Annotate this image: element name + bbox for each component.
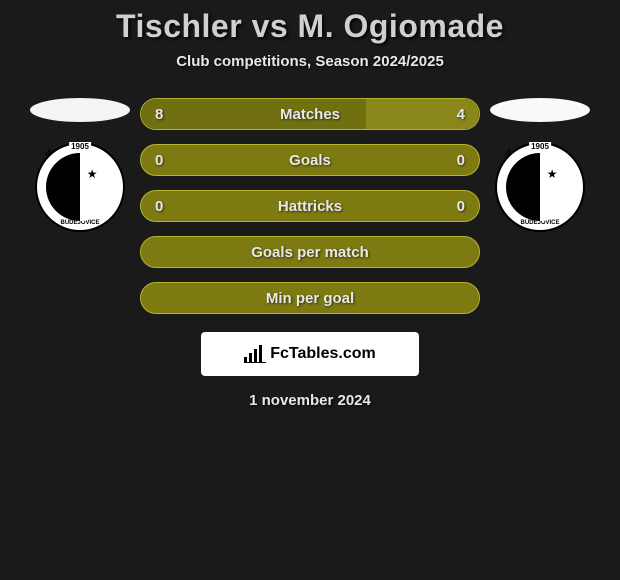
- left-player-col: 1905 SK BUDĚJOVICE ★: [20, 98, 140, 232]
- subtitle: Club competitions, Season 2024/2025: [0, 53, 620, 70]
- stat-row: 0 0 Hattricks: [140, 190, 480, 222]
- stat-row: 8 4 Matches: [140, 98, 480, 130]
- stat-value-right: 0: [457, 152, 465, 169]
- crest-year: 1905: [69, 142, 91, 151]
- crest-year: 1905: [529, 142, 551, 151]
- comparison-card: Tischler vs M. Ogiomade Club competition…: [0, 0, 620, 409]
- stat-value-right: 0: [457, 198, 465, 215]
- stat-value-right: 4: [457, 106, 465, 123]
- stat-row: Min per goal: [140, 282, 480, 314]
- crest-inner-icon: ★: [506, 153, 574, 221]
- stats-column: 8 4 Matches 0 0 Goals 0 0 Hattricks Goals per mat…: [140, 98, 480, 314]
- stat-label: Goals: [289, 152, 331, 169]
- main-row: 1905 SK BUDĚJOVICE ★ 8 4 Matches 0 0 Goals 0 0 H…: [0, 98, 620, 314]
- star-icon: ★: [547, 167, 558, 181]
- star-icon: ★: [87, 167, 98, 181]
- club-crest-right: 1905 SK BUDĚJOVICE ★: [495, 142, 585, 232]
- stat-label: Goals per match: [251, 244, 369, 261]
- stat-row: Goals per match: [140, 236, 480, 268]
- stat-value-left: 0: [155, 152, 163, 169]
- stat-label: Min per goal: [266, 290, 354, 307]
- stat-row: 0 0 Goals: [140, 144, 480, 176]
- fctables-logo[interactable]: FcTables.com: [201, 332, 419, 376]
- bar-chart-icon: [244, 345, 266, 363]
- logo-text: FcTables.com: [270, 345, 376, 363]
- stat-value-left: 8: [155, 106, 163, 123]
- club-crest-left: 1905 SK BUDĚJOVICE ★: [35, 142, 125, 232]
- stat-value-left: 0: [155, 198, 163, 215]
- stat-label: Hattricks: [278, 198, 342, 215]
- stat-label: Matches: [280, 106, 340, 123]
- player-left-ellipse-icon: [30, 98, 130, 122]
- crest-inner-icon: ★: [46, 153, 114, 221]
- date-line: 1 november 2024: [0, 392, 620, 409]
- player-right-ellipse-icon: [490, 98, 590, 122]
- right-player-col: 1905 SK BUDĚJOVICE ★: [480, 98, 600, 232]
- page-title: Tischler vs M. Ogiomade: [0, 8, 620, 45]
